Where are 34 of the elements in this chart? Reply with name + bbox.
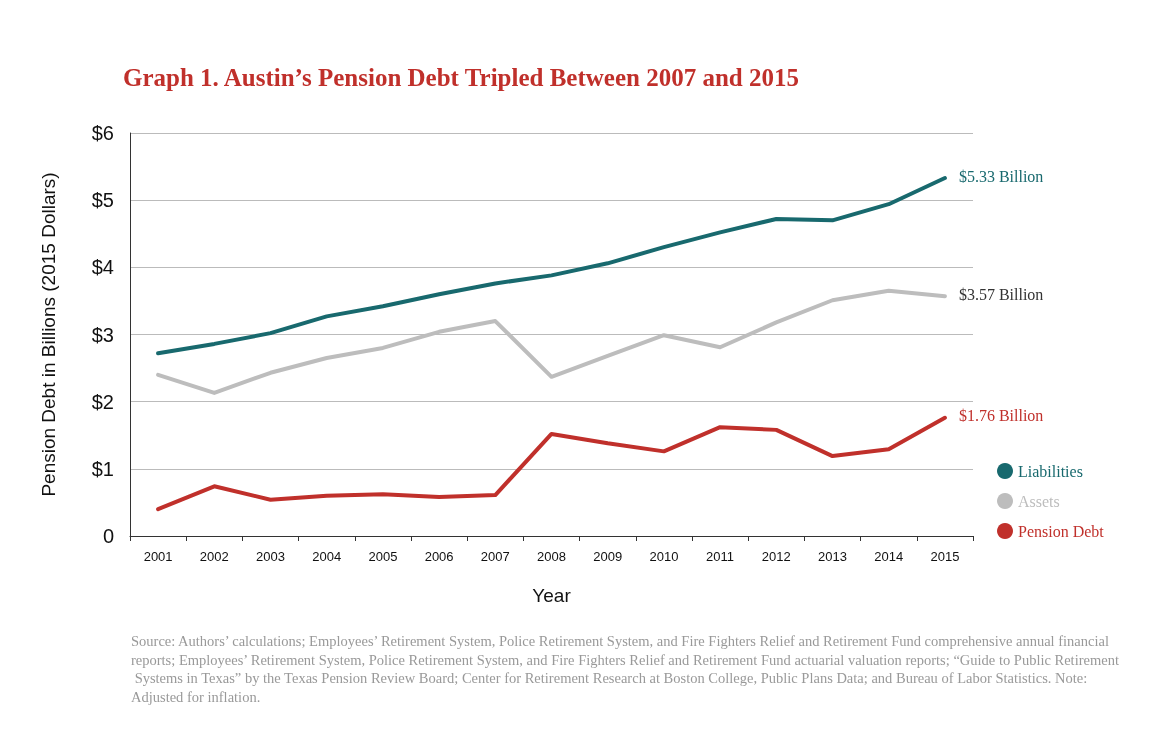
chart-title: Graph 1. Austin’s Pension Debt Tripled Between 2007 and 2015: [123, 64, 800, 91]
line-series: [156, 415, 947, 512]
x-tick-label: 2003: [256, 549, 285, 564]
y-axis-title: Pension Debt in Billions (2015 Dollars): [38, 172, 59, 497]
x-tick-label: 2010: [649, 549, 679, 564]
x-tick-label: 2011: [706, 549, 735, 564]
source-note: Source: Authors’ calculations; Employees’ Retirement System, Police Retirement System, and Fire Fighters Relief and Retirement Fund comprehensive annual financial reports; Employees’ Retirement System, Police Retirement System, and Fire Fighters Relief and Retirement Fund actuarial valuation reports; “Guide to Public Retirement Systems in Texas” by the Texas Pension Review Board; Center for Retirement Research at Boston College, Public Plans Data; and Bureau of Labor Statistics. Note: Adjusted for inflation.: [131, 633, 1119, 705]
y-tick-label: $4: [91, 256, 114, 279]
x-tick-label: 2012: [761, 549, 791, 564]
annotation: $3.57 Billion: [958, 285, 1044, 303]
x-tick-label: 2004: [312, 549, 342, 564]
x-tick-label: 2001: [143, 549, 173, 564]
y-tick-label: $6: [91, 122, 114, 144]
x-tick-label: 2013: [818, 549, 847, 564]
x-tick-label: 2008: [537, 549, 566, 564]
x-tick-label: 2014: [874, 549, 904, 564]
x-tick-label: 2006: [424, 549, 454, 564]
y-tick-label: $3: [91, 323, 114, 346]
x-tick-label: 2015: [930, 549, 960, 564]
y-tick-label: $5: [91, 189, 114, 212]
annotation: $5.33 Billion: [958, 167, 1044, 185]
y-tick-label: $1: [91, 457, 114, 480]
annotation: $1.76 Billion: [958, 407, 1044, 425]
x-tick-label: 2009: [593, 549, 623, 564]
x-tick-label: 2002: [199, 549, 229, 564]
y-tick-label: $2: [91, 390, 114, 413]
legend-label: Liabilities: [1018, 462, 1083, 480]
y-tick-label: 0: [102, 525, 114, 547]
x-tick-label: 2007: [480, 549, 510, 564]
legend-label: Pension Debt: [1018, 522, 1105, 540]
x-axis-title: Year: [532, 585, 572, 606]
line-series: [156, 176, 947, 356]
x-tick-label: 2005: [368, 549, 398, 564]
legend-label: Assets: [1018, 492, 1060, 510]
